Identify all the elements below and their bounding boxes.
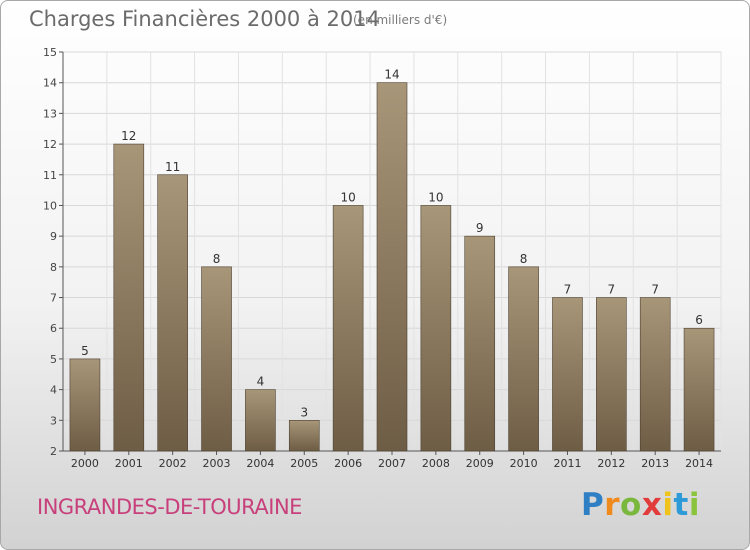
bar — [639, 297, 671, 452]
data-label: 10 — [340, 190, 355, 204]
data-label: 3 — [300, 405, 308, 419]
bar — [113, 143, 145, 452]
data-label: 6 — [695, 313, 703, 327]
data-label: 7 — [608, 283, 616, 297]
y-tick-label: 15 — [43, 46, 57, 59]
y-tick-label: 10 — [43, 199, 57, 212]
data-labels: 5 12 11 8 4 3 10 14 10 9 8 7 7 7 6 — [81, 68, 703, 420]
y-tick-label: 5 — [50, 353, 57, 366]
logo-letter: P — [581, 487, 605, 523]
bar — [157, 174, 188, 452]
x-tick-label: 2012 — [597, 457, 625, 470]
x-tick-label: 2007 — [378, 457, 406, 470]
bar — [683, 327, 715, 452]
bars — [69, 82, 715, 452]
bar — [596, 297, 627, 452]
logo-letter: o — [620, 487, 642, 523]
data-label: 11 — [165, 160, 180, 174]
bar — [69, 358, 101, 452]
bar — [201, 266, 232, 452]
logo-letter: r — [604, 487, 621, 523]
data-label: 9 — [476, 221, 484, 235]
data-label: 7 — [651, 283, 659, 297]
data-label: 8 — [520, 252, 528, 266]
data-label: 8 — [213, 252, 221, 266]
bar — [332, 205, 364, 452]
data-label: 5 — [81, 344, 89, 358]
chart-subtitle: (en milliers d'€) — [353, 13, 448, 27]
x-tick-label: 2014 — [685, 457, 713, 470]
x-tick-label: 2001 — [115, 457, 143, 470]
bar — [508, 266, 539, 452]
bar — [288, 420, 320, 452]
y-tick-label: 11 — [43, 169, 57, 182]
chart-title: Charges Financières 2000 à 2014 — [29, 7, 380, 31]
y-tick-label: 3 — [50, 414, 57, 427]
bar — [420, 205, 452, 452]
x-tick-label: 2003 — [203, 457, 231, 470]
x-tick-label: 2002 — [159, 457, 187, 470]
town-name: INGRANDES-DE-TOURAINE — [37, 495, 302, 519]
y-tick-label: 9 — [50, 230, 57, 243]
bar — [376, 82, 408, 452]
data-label: 4 — [257, 375, 265, 389]
logo-letter: i — [688, 487, 700, 523]
y-tick-label: 6 — [50, 322, 57, 335]
bar — [245, 389, 276, 452]
x-tick-label: 2006 — [334, 457, 362, 470]
x-tick-label: 2013 — [641, 457, 669, 470]
x-tick-label: 2009 — [466, 457, 494, 470]
y-tick-label: 7 — [50, 292, 57, 305]
data-label: 14 — [384, 68, 399, 82]
x-tick-label: 2000 — [71, 457, 99, 470]
y-tick-label: 4 — [50, 384, 57, 397]
x-tick-label: 2005 — [290, 457, 318, 470]
bar — [552, 297, 583, 452]
proxiti-logo[interactable]: Proxiti — [581, 487, 700, 523]
data-label: 12 — [121, 129, 136, 143]
y-tick-label: 2 — [50, 445, 57, 458]
y-tick-label: 13 — [43, 107, 57, 120]
logo-letter: i — [662, 487, 674, 523]
bar — [464, 235, 496, 452]
y-tick-label: 8 — [50, 261, 57, 274]
logo-letter: x — [641, 487, 663, 523]
y-tick-label: 12 — [43, 138, 57, 151]
y-tick-label: 14 — [43, 77, 57, 90]
x-tick-label: 2008 — [422, 457, 450, 470]
x-tick-label: 2011 — [553, 457, 581, 470]
x-tick-label: 2004 — [246, 457, 274, 470]
logo-letter: t — [673, 487, 689, 523]
data-label: 10 — [428, 190, 443, 204]
x-tick-label: 2010 — [510, 457, 538, 470]
data-label: 7 — [564, 283, 572, 297]
